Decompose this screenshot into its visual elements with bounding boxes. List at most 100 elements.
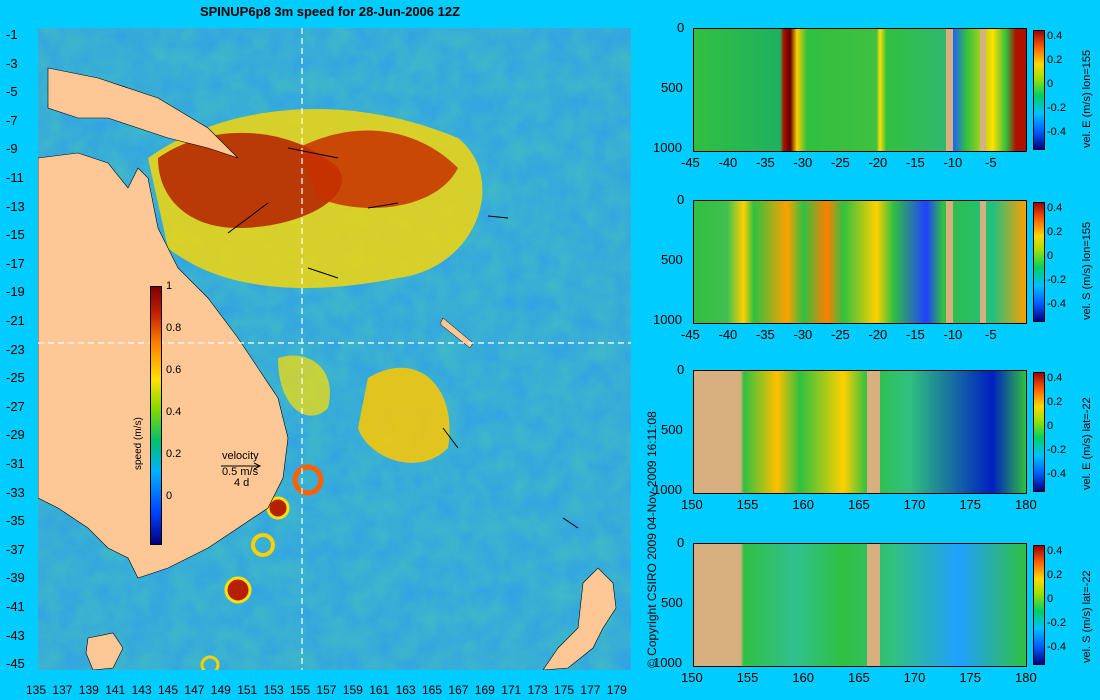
- x-tick-label: -30: [793, 327, 813, 342]
- land-mask: [979, 29, 987, 151]
- lat-tick-label: -35: [6, 513, 25, 529]
- panel-label: vel. S (m/s) lat=-22: [1081, 570, 1093, 663]
- depth-tick-label: 0: [677, 192, 685, 207]
- lat-tick-label: -23: [6, 341, 25, 357]
- x-tick-label: -45: [681, 155, 700, 170]
- depth-tick-label: 0: [677, 362, 685, 377]
- velocity-colorbar-tick: -0.2: [1047, 274, 1066, 286]
- depth-tick-label: 500: [661, 422, 683, 437]
- x-tick-label: 170: [903, 497, 926, 512]
- lon-tick-label: 173: [527, 683, 548, 697]
- x-tick-label: -5: [985, 327, 997, 342]
- land-mask: [979, 201, 987, 323]
- lat-tick-label: -31: [6, 456, 25, 471]
- velocity-key-arrow-icon: [221, 462, 262, 470]
- x-tick-label: -45: [681, 327, 700, 342]
- lon-tick-label: 167: [448, 683, 469, 697]
- lon-tick-label: 159: [342, 683, 363, 697]
- speed-colorbar-tick: 0.8: [166, 322, 182, 334]
- velocity-colorbar-tick: -0.4: [1047, 641, 1066, 653]
- lon-tick-label: 141: [105, 683, 126, 697]
- velocity-colorbar-tick: 0: [1047, 593, 1054, 605]
- lat-tick-label: -3: [6, 55, 18, 71]
- speed-colorbar-tick: 0: [166, 490, 173, 502]
- velocity-colorbar: [1033, 202, 1045, 322]
- speed-colorbar-tick: 1: [166, 280, 173, 292]
- section-plot-4[interactable]: [693, 543, 1027, 667]
- depth-tick-label: 1000: [653, 655, 682, 670]
- x-tick-label: -40: [718, 327, 738, 342]
- x-tick-label: -25: [831, 327, 850, 342]
- lat-tick-label: -33: [6, 484, 25, 500]
- velocity-colorbar-tick: -0.4: [1047, 126, 1066, 138]
- lon-tick-label: 135: [26, 683, 47, 697]
- x-tick-label: 160: [792, 497, 815, 512]
- new-guinea-land: [47, 67, 239, 159]
- speed-colorbar: [150, 286, 162, 545]
- depth-tick-label: 500: [661, 252, 683, 267]
- lon-tick-label: 147: [184, 683, 205, 697]
- x-tick-label: -10: [943, 155, 963, 170]
- lon-tick-label: 165: [422, 683, 443, 697]
- velocity-arrows: [227, 147, 579, 529]
- x-tick-label: -40: [718, 155, 738, 170]
- velocity-colorbar-tick: 0: [1047, 420, 1054, 432]
- lon-tick-label: 155: [290, 683, 311, 697]
- section-plot-3[interactable]: [693, 370, 1027, 494]
- new-caledonia-land: [439, 317, 474, 349]
- lat-tick-label: -7: [6, 112, 18, 128]
- section-plot-1[interactable]: [693, 28, 1027, 152]
- lon-tick-label: 151: [237, 683, 258, 697]
- speed-map[interactable]: [38, 28, 631, 670]
- australia-land: [38, 152, 289, 579]
- x-tick-label: -20: [868, 155, 888, 170]
- x-tick-label: -5: [985, 155, 997, 170]
- lon-tick-label: 161: [369, 683, 390, 697]
- panel-label: vel. E (m/s) lat=-22: [1081, 397, 1093, 490]
- x-tick-label: -15: [906, 155, 925, 170]
- eddy: [292, 464, 324, 496]
- lon-tick-label: 171: [501, 683, 522, 697]
- land-mask: [866, 544, 880, 666]
- lat-tick-label: -43: [6, 627, 25, 643]
- lat-tick-label: -1: [6, 27, 18, 42]
- x-tick-label: 155: [736, 670, 759, 685]
- x-tick-label: 150: [681, 670, 703, 685]
- velocity-colorbar: [1033, 545, 1045, 665]
- velocity-colorbar-tick: -0.2: [1047, 102, 1066, 114]
- lon-tick-label: 145: [158, 683, 179, 697]
- lon-tick-label: 175: [554, 683, 575, 697]
- velocity-key-duration: 4 d: [234, 477, 250, 489]
- lat-tick-label: -27: [6, 398, 25, 414]
- velocity-colorbar-tick: 0.4: [1047, 372, 1063, 384]
- velocity-colorbar-tick: 0: [1047, 78, 1054, 90]
- lat-tick-label: -15: [6, 227, 25, 243]
- lon-tick-label: 139: [78, 683, 99, 697]
- lat-tick-label: -45: [6, 656, 25, 672]
- lon-tick-label: 157: [316, 683, 337, 697]
- x-tick-label: 150: [681, 497, 703, 512]
- section-plot-2[interactable]: [693, 200, 1027, 324]
- velocity-key-title: velocity: [222, 450, 259, 462]
- land-mask: [866, 371, 880, 493]
- x-tick-label: -20: [868, 327, 888, 342]
- x-tick-label: 175: [959, 497, 982, 512]
- figure-title: SPINUP6p8 3m speed for 28-Jun-2006 12Z: [199, 4, 461, 19]
- x-tick-label: -15: [906, 327, 925, 342]
- panel-label: vel. E (m/s) lon=155: [1081, 49, 1093, 148]
- depth-tick-label: 1000: [653, 482, 682, 497]
- x-tick-label: 170: [903, 670, 926, 685]
- new-zealand-land: [542, 567, 617, 670]
- velocity-colorbar-tick: -0.4: [1047, 468, 1066, 480]
- speed-colorbar-label: speed (m/s): [133, 417, 144, 470]
- speed-colorbar-tick: 0.6: [166, 364, 182, 376]
- x-tick-label: 160: [792, 670, 815, 685]
- tasmania-land: [85, 632, 124, 670]
- velocity-colorbar-tick: 0.4: [1047, 30, 1063, 42]
- velocity-colorbar-tick: -0.4: [1047, 298, 1066, 310]
- panel-label: vel. S (m/s) lon=155: [1081, 221, 1093, 320]
- depth-tick-label: 0: [677, 535, 685, 550]
- velocity-colorbar-tick: 0: [1047, 250, 1054, 262]
- land-mask: [946, 201, 953, 323]
- lat-tick-label: -39: [6, 570, 25, 586]
